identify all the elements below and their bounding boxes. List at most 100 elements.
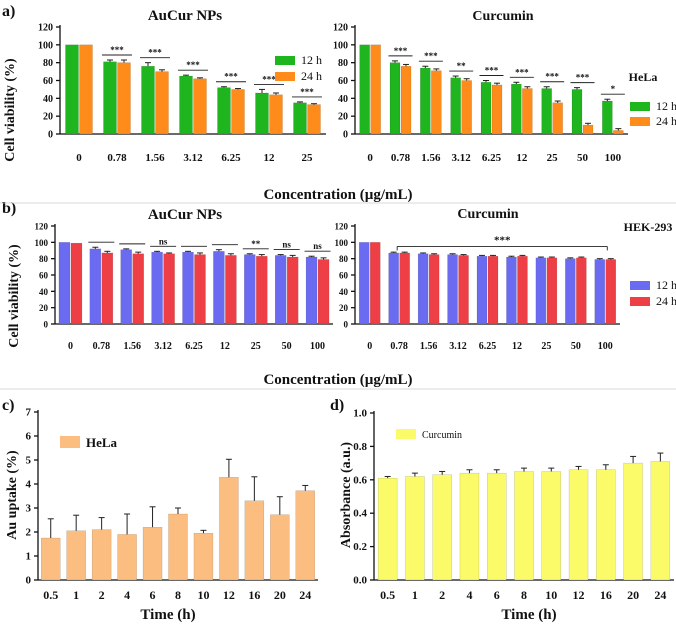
bar: [389, 62, 401, 135]
bar: [225, 255, 237, 325]
bar: [244, 254, 256, 325]
bar: [377, 477, 398, 581]
section-a-xlabel: Concentration (µg/mL): [263, 187, 412, 203]
x-tick-label: 16: [248, 588, 260, 602]
y-tick-label: 40: [338, 94, 348, 105]
bar: [295, 490, 315, 581]
legend-label: HeLa: [86, 435, 118, 450]
bar: [428, 254, 440, 325]
bar: [594, 259, 605, 325]
y-tick-label: 80: [43, 58, 53, 69]
y-tick-label: 5: [26, 455, 32, 467]
x-tick-label: 2: [99, 588, 105, 602]
y-tick-label: 4: [26, 479, 32, 491]
bar: [565, 258, 576, 325]
bar: [596, 469, 616, 581]
bar: [514, 471, 534, 581]
y-tick-label: 100: [38, 40, 53, 51]
significance-label: ns: [159, 236, 168, 246]
bar: [487, 256, 499, 325]
y-tick-label: 60: [338, 76, 348, 87]
bar: [623, 462, 643, 581]
bar: [370, 44, 381, 135]
chart-a-right-title: Curcumin: [472, 9, 533, 24]
significance-label: ***: [424, 51, 438, 61]
x-tick-label: 0: [76, 152, 82, 164]
y-tick-label: 0.2: [353, 541, 367, 553]
legend-item: 24 h: [630, 114, 676, 128]
x-tick-label: 100: [598, 341, 613, 352]
bar: [79, 44, 93, 135]
bar: [522, 88, 533, 135]
bar: [132, 253, 144, 325]
bar: [458, 255, 469, 325]
chart-c-ylabel: Au uptake (%): [5, 450, 20, 540]
panel-c-label: c): [2, 397, 14, 414]
chart-b-left-title: AuCur NPs: [148, 207, 222, 223]
legend-swatch: [60, 436, 80, 448]
legend-item: 24 h: [630, 294, 676, 308]
x-tick-label: 6.25: [185, 341, 203, 352]
y-tick-label: 20: [338, 112, 348, 123]
bar: [541, 471, 561, 581]
bar: [405, 476, 425, 581]
legend-item: 12 h: [630, 99, 676, 113]
significance-label: ***: [262, 74, 276, 84]
y-tick-label: 100: [333, 40, 348, 51]
bar: [270, 514, 290, 581]
legend-label: Curcumin: [422, 430, 462, 441]
legend-label: 24 h: [656, 294, 676, 308]
bar: [151, 251, 163, 325]
y-tick-label: 0.4: [353, 508, 367, 520]
y-tick-label: 20: [339, 303, 349, 313]
legend-item: 24 h: [275, 69, 322, 83]
bar: [244, 500, 265, 581]
chart-b-left: 0 20 40 60 80 100 120 0 0.78 1.56 3.12 6.25 12 25 50 10…: [35, 222, 333, 352]
bar: [506, 256, 517, 325]
y-tick-label: 120: [35, 222, 49, 232]
x-tick-label: 0: [367, 152, 373, 164]
bar: [535, 257, 547, 325]
legend-swatch: [396, 429, 416, 439]
bar: [168, 513, 188, 581]
x-tick-label: 6.25: [479, 341, 497, 352]
significance-label: ***: [485, 66, 499, 76]
bar: [359, 242, 370, 325]
panel-d-label: d): [330, 397, 344, 414]
bar: [142, 527, 163, 581]
y-tick-label: 20: [43, 112, 53, 123]
bar: [432, 474, 452, 581]
x-tick-label: 6: [494, 588, 500, 602]
x-tick-label: 6.25: [482, 152, 502, 164]
bar: [213, 251, 225, 325]
x-tick-label: 10: [197, 588, 209, 602]
y-tick-label: 1: [26, 551, 32, 563]
bar: [431, 70, 442, 135]
bar: [517, 256, 528, 325]
bar: [101, 252, 114, 325]
x-tick-label: 25: [302, 152, 314, 164]
y-tick-label: 1.0: [353, 408, 367, 420]
section-b-xlabel: Concentration (µg/mL): [263, 372, 412, 388]
significance-label: ***: [494, 234, 511, 246]
legend-swatch: [630, 281, 650, 290]
x-tick-label: 0.78: [93, 341, 111, 352]
bar: [179, 75, 193, 135]
y-tick-label: 120: [335, 222, 349, 232]
x-tick-label: 20: [274, 588, 286, 602]
section-a-label: a): [2, 3, 15, 20]
bar: [70, 242, 83, 325]
bar: [117, 534, 137, 581]
legend-label: 24 h: [301, 69, 322, 83]
bar: [476, 256, 488, 325]
bar: [571, 89, 583, 135]
x-tick-label: 12: [223, 588, 235, 602]
y-tick-label: 40: [43, 94, 53, 105]
section-b-label: b): [2, 200, 16, 217]
bar: [613, 130, 624, 135]
significance-label: ***: [576, 73, 590, 83]
chart-b-right-title: Curcumin: [457, 207, 518, 222]
x-tick-label: 24: [654, 588, 666, 602]
x-tick-label: 6: [150, 588, 156, 602]
